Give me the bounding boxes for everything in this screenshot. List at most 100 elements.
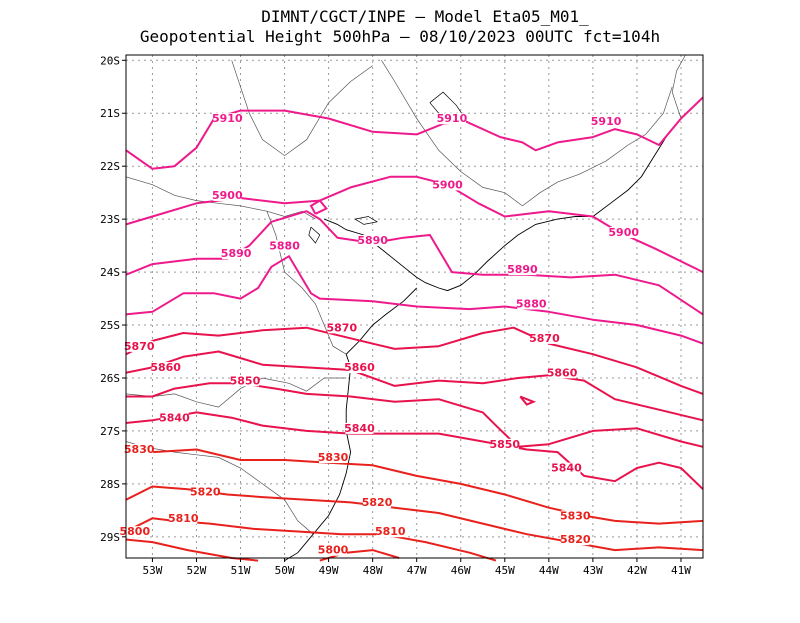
contour-label-5840: 5840 bbox=[551, 462, 582, 475]
contour-label-bg bbox=[151, 362, 180, 374]
contour-label-5830: 5830 bbox=[124, 443, 155, 456]
tick-label-lon: 47W bbox=[407, 564, 427, 577]
contour-5900-segment bbox=[309, 199, 328, 215]
tick-label-lon: 53W bbox=[142, 564, 162, 577]
contour-label-bg bbox=[345, 422, 374, 434]
tick-label-lon: 46W bbox=[451, 564, 471, 577]
tick-label-lon: 42W bbox=[627, 564, 647, 577]
contour-label-bg bbox=[319, 452, 348, 464]
tick-label-lon: 43W bbox=[583, 564, 603, 577]
contour-label-bg bbox=[230, 375, 259, 387]
contour-label-bg bbox=[120, 526, 149, 538]
contour-5850 bbox=[126, 382, 704, 448]
contour-label-5910: 5910 bbox=[591, 115, 622, 128]
coastline bbox=[324, 118, 682, 292]
contour-5830 bbox=[125, 448, 704, 525]
contour-label-5860: 5860 bbox=[150, 361, 181, 374]
state-border bbox=[231, 60, 373, 157]
contour-label-5810: 5810 bbox=[168, 512, 199, 525]
tick-label-lat: 20S bbox=[100, 54, 120, 67]
contour-label-bg bbox=[160, 412, 189, 424]
contour-label-bg bbox=[548, 367, 577, 379]
contour-label-bg bbox=[319, 544, 348, 556]
contour-label-bg bbox=[592, 115, 621, 127]
contour-label-5880: 5880 bbox=[516, 298, 547, 311]
state-border bbox=[381, 60, 523, 207]
contour-label-bg bbox=[433, 179, 462, 191]
tick-label-lon: 49W bbox=[319, 564, 339, 577]
contour-label-5900: 5900 bbox=[432, 178, 463, 191]
tick-label-lat: 26S bbox=[100, 372, 120, 385]
contour-label-bg bbox=[125, 340, 154, 352]
title-line-1: DIMNT/CGCT/INPE – Model Eta05_M01_ bbox=[261, 7, 589, 26]
contour-5870 bbox=[125, 326, 704, 395]
contour-label-bg bbox=[213, 113, 242, 125]
contour-label-5890: 5890 bbox=[221, 247, 252, 260]
state-border bbox=[671, 54, 686, 119]
contour-label-bg bbox=[213, 189, 242, 201]
contour-label-5910: 5910 bbox=[212, 112, 243, 125]
title-line-2: Geopotential Height 500hPa – 08/10/2023 … bbox=[140, 27, 660, 46]
tick-label-lat: 21S bbox=[100, 107, 120, 120]
contour-label-bg bbox=[517, 298, 546, 310]
contour-5860 bbox=[125, 350, 704, 422]
coastline bbox=[284, 354, 352, 561]
contour-label-5890: 5890 bbox=[357, 234, 388, 247]
contour-label-5890: 5890 bbox=[507, 263, 538, 276]
contour-label-5870: 5870 bbox=[529, 332, 560, 345]
tick-label-lat: 23S bbox=[100, 213, 120, 226]
contour-5880 bbox=[125, 255, 704, 345]
state-border bbox=[125, 377, 347, 408]
contour-label-bg bbox=[222, 248, 251, 260]
tick-label-lon: 45W bbox=[495, 564, 515, 577]
contour-label-bg bbox=[191, 486, 220, 498]
tick-label-lon: 52W bbox=[187, 564, 207, 577]
state-border bbox=[125, 176, 316, 220]
tick-label-lat: 28S bbox=[100, 478, 120, 491]
contour-labels: 5910 5910 5910 5900 5900 5900 5890 5890 5890 5880… bbox=[119, 112, 639, 557]
longitude-ticks: 53W 52W 51W 50W 49W 48W 47W 46W 45W 44W 43W 42W 41W bbox=[142, 558, 691, 577]
contour-label-5900: 5900 bbox=[212, 189, 243, 202]
contour-label-bg bbox=[552, 462, 581, 474]
tick-label-lon: 48W bbox=[363, 564, 383, 577]
contour-label-bg bbox=[169, 512, 198, 524]
tick-label-lat: 25S bbox=[100, 319, 120, 332]
contour-label-5810: 5810 bbox=[375, 525, 406, 538]
contour-label-bg bbox=[376, 526, 405, 538]
contour-label-5820: 5820 bbox=[560, 533, 591, 546]
contour-label-5840: 5840 bbox=[159, 411, 190, 424]
contour-5810 bbox=[125, 517, 497, 562]
reservoir bbox=[354, 216, 379, 225]
contour-5910 bbox=[125, 96, 704, 170]
contour-label-bg bbox=[609, 227, 638, 239]
contour-label-5850: 5850 bbox=[489, 438, 520, 451]
tick-label-lon: 44W bbox=[539, 564, 559, 577]
contour-label-5900: 5900 bbox=[608, 226, 639, 239]
tick-label-lat: 27S bbox=[100, 425, 120, 438]
contour-label-5830: 5830 bbox=[318, 451, 349, 464]
contour-label-5870: 5870 bbox=[327, 321, 358, 334]
contour-label-bg bbox=[363, 497, 392, 509]
contour-5800 bbox=[125, 538, 259, 562]
contour-label-bg bbox=[327, 322, 356, 334]
contour-label-bg bbox=[125, 444, 154, 456]
contour-label-5860: 5860 bbox=[344, 361, 375, 374]
contour-5840 bbox=[125, 411, 704, 490]
contour-label-bg bbox=[437, 113, 466, 125]
contour-label-bg bbox=[270, 240, 299, 252]
contour-label-5910: 5910 bbox=[437, 112, 468, 125]
contour-label-5880: 5880 bbox=[269, 239, 300, 252]
tick-label-lat: 24S bbox=[100, 266, 120, 279]
contour-label-bg bbox=[561, 510, 590, 522]
coastline bbox=[345, 287, 418, 355]
contour-label-bg bbox=[345, 362, 374, 374]
contour-label-5870: 5870 bbox=[124, 340, 155, 353]
state-border bbox=[125, 441, 314, 535]
reservoir bbox=[308, 226, 321, 244]
tick-label-lon: 51W bbox=[231, 564, 251, 577]
contour-label-5830: 5830 bbox=[560, 509, 591, 522]
contour-label-5800: 5800 bbox=[318, 544, 349, 557]
contour-label-5860: 5860 bbox=[547, 366, 578, 379]
contour-label-5820: 5820 bbox=[190, 485, 221, 498]
